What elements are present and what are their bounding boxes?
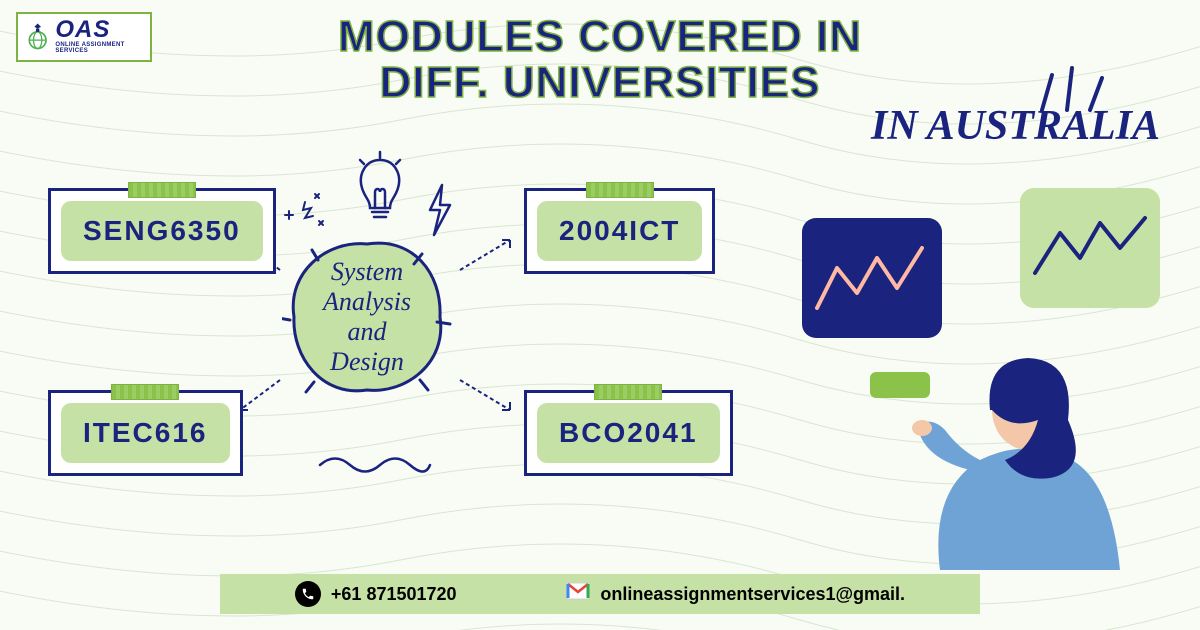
bolt-icon bbox=[420, 180, 460, 240]
title-line-2: DIFF. UNIVERSITIES bbox=[338, 60, 862, 106]
lightbulb-icon bbox=[350, 150, 410, 230]
module-box-seng6350: SENG6350 bbox=[48, 188, 276, 274]
mail-icon bbox=[566, 582, 590, 606]
sparkle-lines-icon bbox=[1032, 60, 1112, 120]
logo-main-text: OAS bbox=[55, 18, 142, 42]
logo-badge: OAS ONLINE ASSIGNMENT SERVICES bbox=[16, 12, 152, 62]
remote-icon bbox=[870, 372, 930, 398]
tape-icon bbox=[128, 182, 196, 198]
tape-icon bbox=[586, 182, 654, 198]
chart-card-green bbox=[1020, 188, 1160, 308]
arrow-top-right bbox=[450, 230, 520, 280]
person-illustration bbox=[900, 310, 1160, 570]
module-box-itec616: ITEC616 bbox=[48, 390, 243, 476]
sparks-icon bbox=[275, 190, 335, 240]
center-topic-bubble: System Analysis and Design bbox=[282, 232, 452, 402]
footer-phone: +61 871501720 bbox=[295, 581, 457, 607]
center-line-1: System bbox=[323, 257, 411, 287]
phone-icon bbox=[295, 581, 321, 607]
logo-sub-text: ONLINE ASSIGNMENT SERVICES bbox=[55, 42, 142, 54]
subtitle-text: IN AUSTRALIA bbox=[871, 102, 1160, 150]
module-box-bco2041: BCO2041 bbox=[524, 390, 733, 476]
title-line-1: MODULES COVERED IN bbox=[338, 14, 862, 60]
module-label: ITEC616 bbox=[61, 403, 230, 463]
module-label: SENG6350 bbox=[61, 201, 263, 261]
wave-icon bbox=[315, 450, 435, 480]
email-address: onlineassignmentservices1@gmail. bbox=[600, 584, 905, 605]
module-label: BCO2041 bbox=[537, 403, 720, 463]
tape-icon bbox=[111, 384, 179, 400]
footer-email: onlineassignmentservices1@gmail. bbox=[566, 582, 905, 606]
module-label: 2004ICT bbox=[537, 201, 702, 261]
footer-contact-bar: +61 871501720 onlineassignmentservices1@… bbox=[220, 574, 980, 614]
module-box-2004ict: 2004ICT bbox=[524, 188, 715, 274]
center-line-4: Design bbox=[323, 347, 411, 377]
phone-number: +61 871501720 bbox=[331, 584, 457, 605]
page-title: MODULES COVERED IN DIFF. UNIVERSITIES bbox=[338, 14, 862, 106]
center-line-2: Analysis bbox=[323, 287, 411, 317]
center-line-3: and bbox=[323, 317, 411, 347]
logo-globe-icon bbox=[26, 19, 49, 53]
tape-icon bbox=[594, 384, 662, 400]
arrow-bottom-right bbox=[450, 370, 520, 420]
